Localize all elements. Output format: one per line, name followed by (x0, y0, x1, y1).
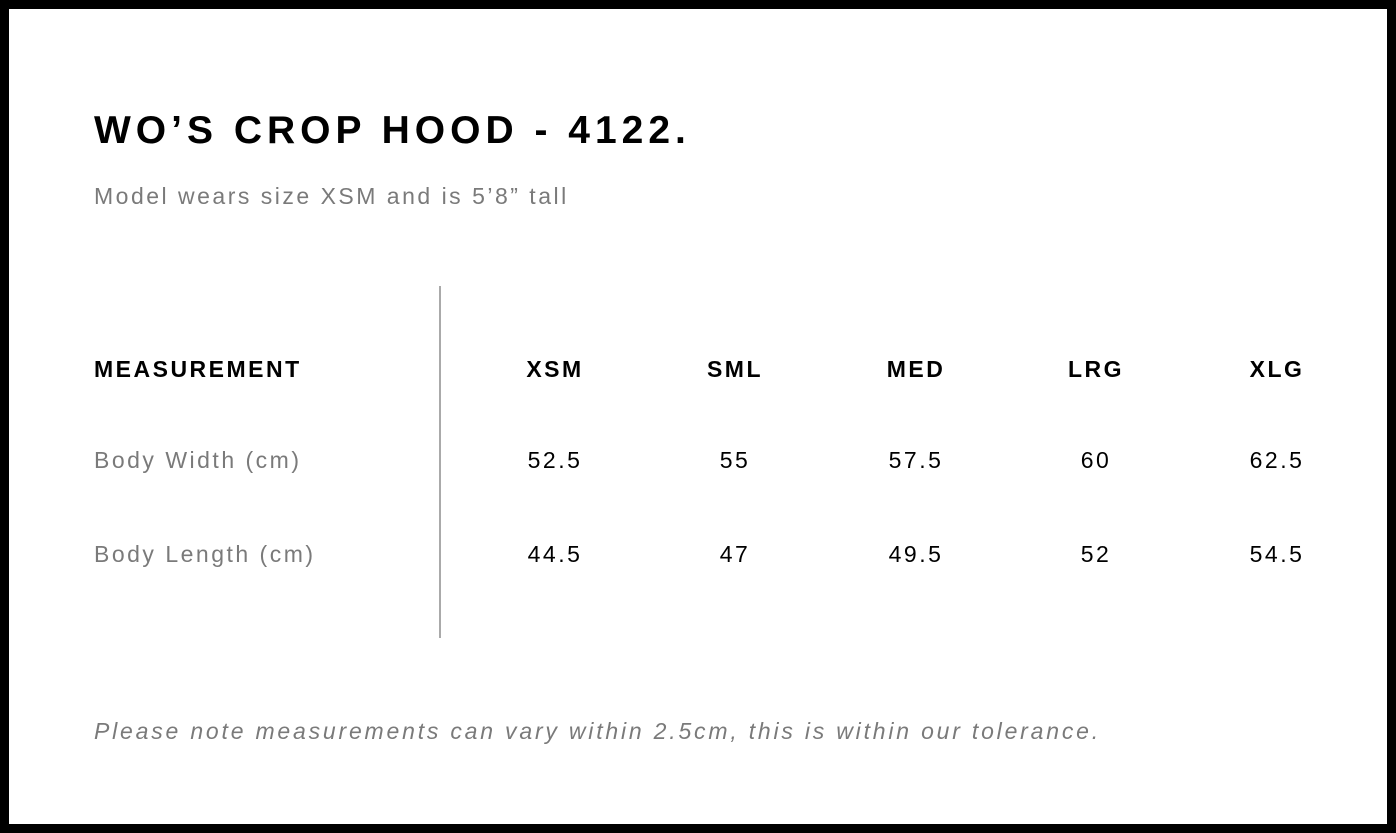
size-chart-card: WO’S CROP HOOD - 4122. Model wears size … (9, 9, 1387, 824)
size-header: XLG (1249, 356, 1305, 382)
table-cell: 62.5 (1249, 447, 1305, 473)
column-divider (439, 286, 441, 638)
table-cell: 54.5 (1249, 541, 1305, 567)
table-cell: 57.5 (888, 447, 944, 473)
table-cell: 52.5 (527, 447, 583, 473)
table-cell: 49.5 (888, 541, 944, 567)
size-header: MED (886, 356, 946, 382)
size-header: LRG (1067, 356, 1125, 382)
size-header: SML (706, 356, 764, 382)
table-cell: 47 (719, 541, 751, 567)
row-label: Body Width (cm) (94, 447, 302, 473)
tolerance-note: Please note measurements can vary within… (94, 718, 1101, 744)
subtitle: Model wears size XSM and is 5’8” tall (94, 183, 569, 209)
table-cell: 44.5 (527, 541, 583, 567)
measurement-header: MEASUREMENT (94, 356, 302, 382)
size-header: XSM (526, 356, 584, 382)
table-cell: 60 (1080, 447, 1112, 473)
table-cell: 55 (719, 447, 751, 473)
row-label: Body Length (cm) (94, 541, 316, 567)
table-cell: 52 (1080, 541, 1112, 567)
page-title: WO’S CROP HOOD - 4122. (94, 109, 691, 152)
